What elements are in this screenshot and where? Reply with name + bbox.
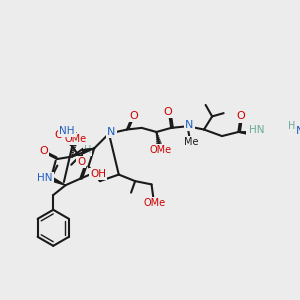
Polygon shape xyxy=(82,148,94,154)
Polygon shape xyxy=(50,177,65,185)
Text: O: O xyxy=(55,130,63,140)
Text: O: O xyxy=(236,111,245,122)
Text: O: O xyxy=(77,157,85,167)
Text: N: N xyxy=(185,120,194,130)
Text: Me: Me xyxy=(184,137,198,147)
Text: HN: HN xyxy=(249,124,264,134)
Text: O: O xyxy=(129,111,138,121)
Text: OMe: OMe xyxy=(149,145,172,155)
Text: OMe: OMe xyxy=(144,198,166,208)
Text: NH: NH xyxy=(59,126,75,136)
Text: H: H xyxy=(84,145,91,155)
Text: HN: HN xyxy=(37,173,53,183)
Text: N: N xyxy=(296,126,300,136)
Text: OMe: OMe xyxy=(64,134,86,143)
Text: O: O xyxy=(39,146,48,156)
Text: H: H xyxy=(288,121,295,131)
Text: N: N xyxy=(107,127,116,137)
Text: OH: OH xyxy=(90,169,106,179)
Polygon shape xyxy=(238,132,253,136)
Text: O: O xyxy=(164,107,172,117)
